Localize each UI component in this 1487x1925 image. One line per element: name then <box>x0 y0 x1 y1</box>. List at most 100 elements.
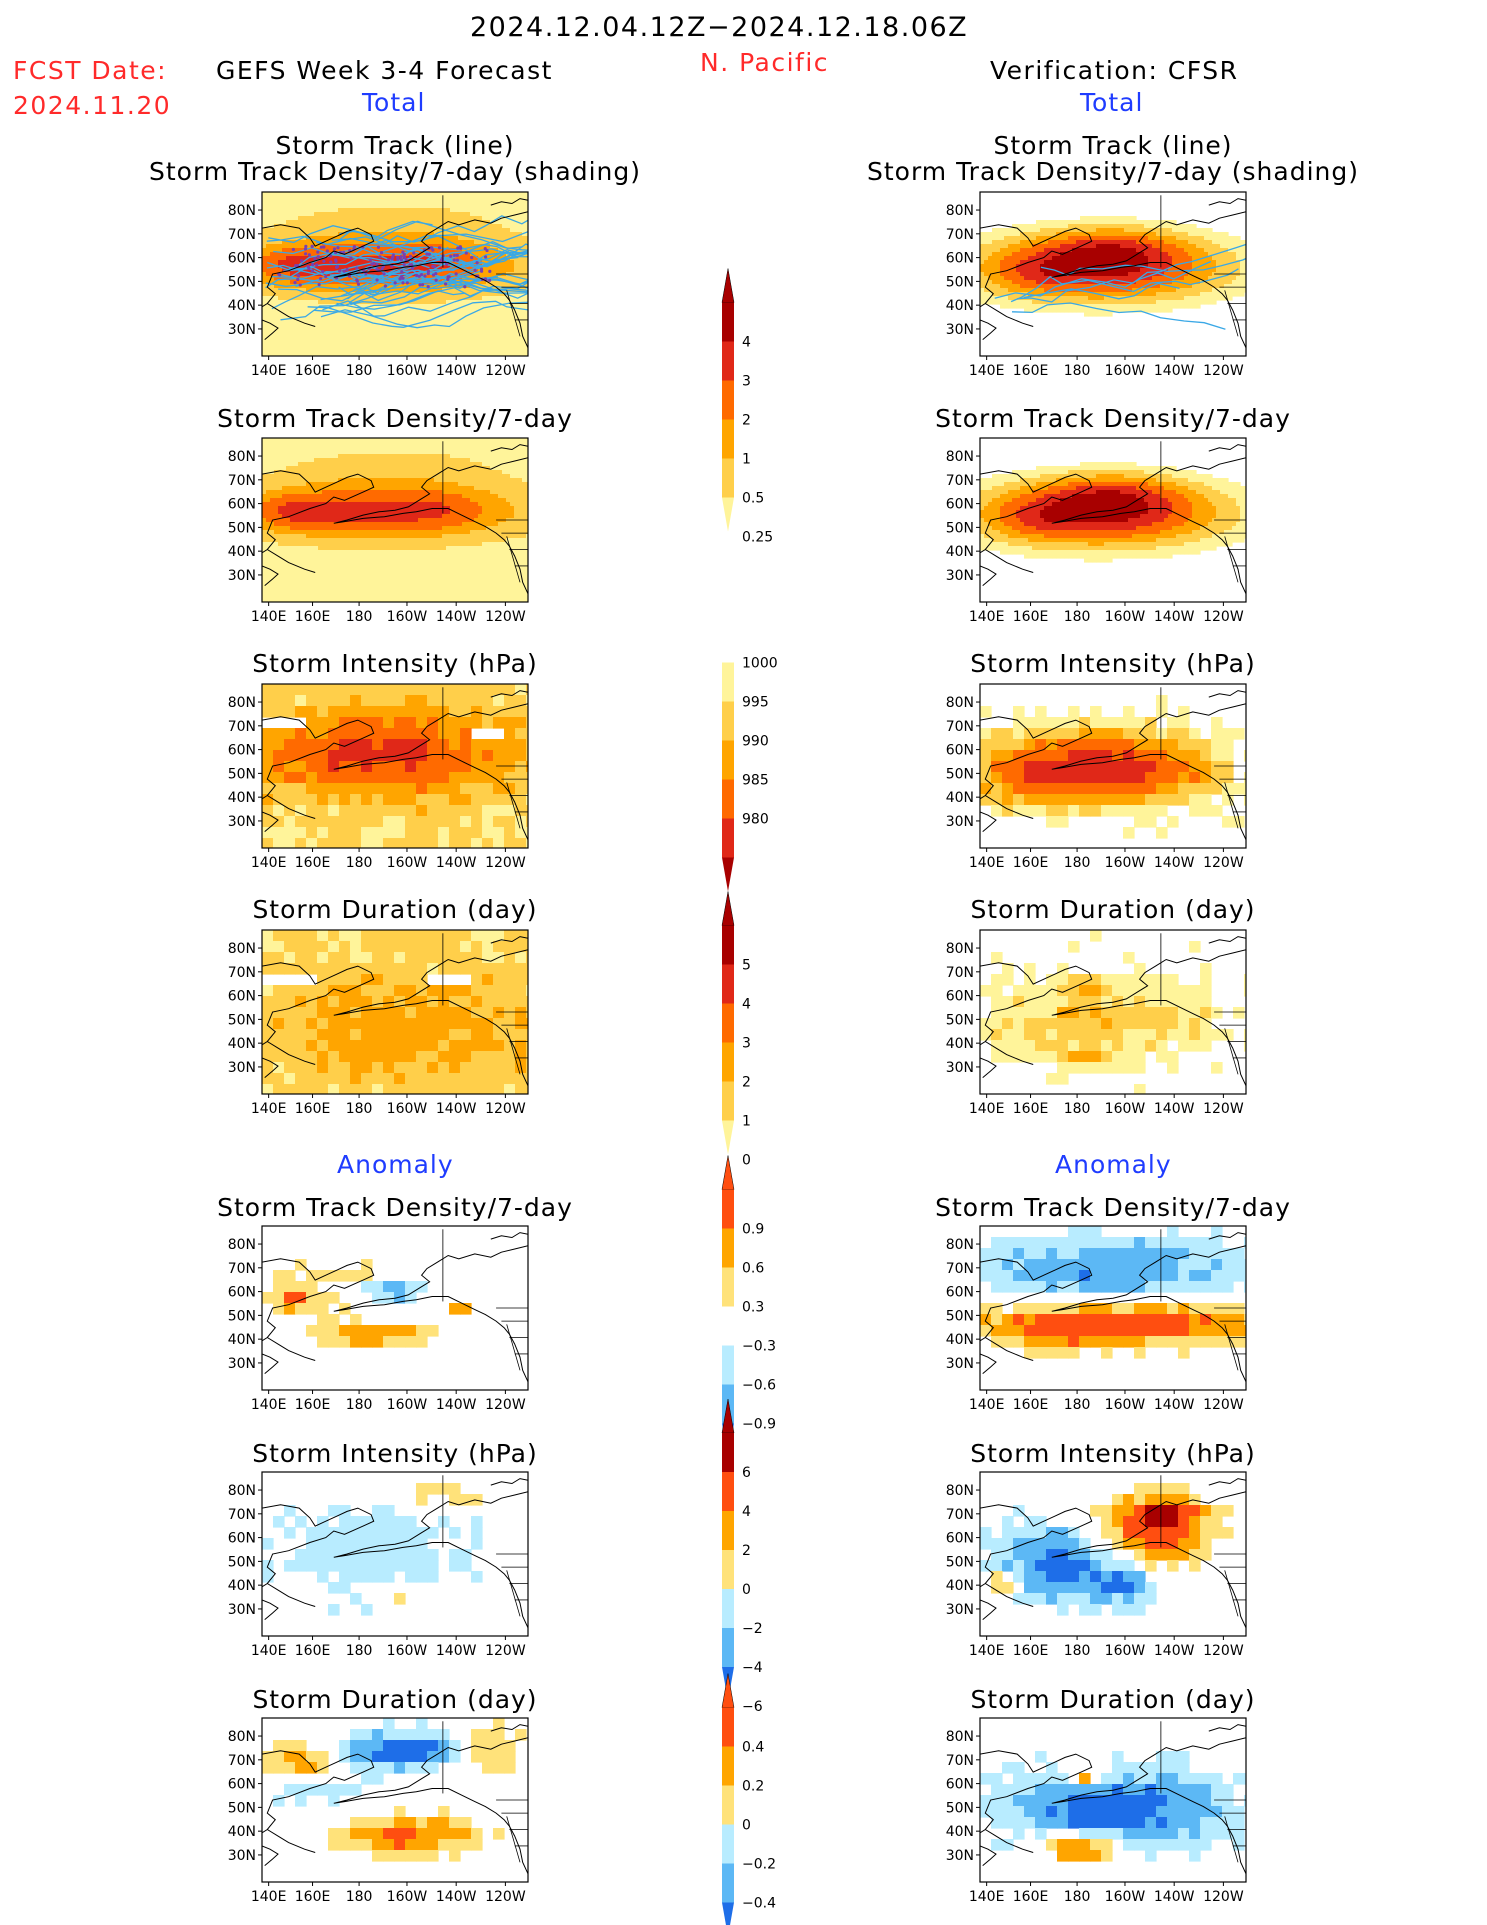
colorbar-label: 985 <box>742 773 769 789</box>
storm-center-dot <box>434 278 438 282</box>
x-tick-label: 160W <box>387 609 428 625</box>
y-tick-label: 40N <box>946 1824 974 1840</box>
y-tick-label: 30N <box>946 1848 974 1864</box>
y-tick-label: 80N <box>946 449 974 465</box>
coastline <box>490 936 528 944</box>
verification-duration-total-field <box>980 930 1246 1094</box>
panel-frame <box>261 683 529 849</box>
storm-center-dot <box>307 253 311 257</box>
colorbar-label: 0.2 <box>742 1779 764 1795</box>
storm-center-dot <box>463 285 467 289</box>
coastline <box>267 549 316 573</box>
x-tick-label: 120W <box>485 1101 526 1117</box>
y-tick-label: 50N <box>946 520 974 536</box>
colorbar-label: 4 <box>742 997 751 1013</box>
colorbar-segment <box>722 1433 734 1472</box>
colorbar-segment <box>722 1081 734 1121</box>
storm-center-dot <box>310 244 314 248</box>
colorbar-label: 5 <box>742 958 751 974</box>
x-tick-label: 160E <box>1013 1101 1049 1117</box>
panel-frame <box>261 437 529 603</box>
storm-center-dot <box>325 249 329 253</box>
x-tick-label: 140E <box>969 1643 1005 1659</box>
y-tick-label: 30N <box>946 322 974 338</box>
x-tick-label: 140E <box>969 855 1005 871</box>
y-tick-label: 30N <box>946 1060 974 1076</box>
x-tick-label: 140W <box>1154 855 1195 871</box>
coastline <box>1051 211 1246 349</box>
colorbar-segment <box>722 380 734 420</box>
verification-intensity-total-panel: 140E 160E 180 160W 140W 120W 80N 70N 60N 50N 40N 30… <box>946 683 1247 871</box>
y-tick-label: 70N <box>946 1261 974 1277</box>
verification-track-total-panel: 140E 160E 180 160W 140W 120W 80N 70N 60N 50N 40N 30… <box>946 191 1247 379</box>
colorbar-segment <box>722 1472 734 1511</box>
y-tick-label: 50N <box>228 274 256 290</box>
colorbar-label: 0.3 <box>742 1300 764 1316</box>
x-tick-label: 160W <box>1105 363 1146 379</box>
border-line <box>506 782 521 829</box>
storm-center-dot <box>393 281 397 285</box>
storm-center-dot <box>334 258 338 262</box>
coastline <box>980 1599 997 1620</box>
verification-track-total-field <box>980 195 1246 349</box>
storm-track-line <box>340 250 528 297</box>
y-tick-label: 70N <box>946 473 974 489</box>
verification-track-title: Storm Track (line) Storm Track Density/7… <box>866 131 1360 186</box>
x-tick-label: 160W <box>1105 1397 1146 1413</box>
colorbar-label: −0.9 <box>742 1417 776 1433</box>
x-tick-label: 140E <box>251 363 287 379</box>
y-tick-label: 60N <box>228 1285 256 1301</box>
fcst-date-value: 2024.11.20 <box>13 91 172 120</box>
x-tick-label: 140W <box>1154 1889 1195 1905</box>
y-tick-label: 80N <box>228 203 256 219</box>
colorbar-segment <box>722 1707 734 1747</box>
y-tick-label: 80N <box>946 1729 974 1745</box>
colorbar-segment <box>722 1003 734 1043</box>
storm-center-dot <box>452 258 456 262</box>
coastline <box>333 211 528 349</box>
storm-center-dot <box>425 252 429 256</box>
x-tick-label: 180 <box>1064 1889 1091 1905</box>
storm-center-dot <box>455 258 460 262</box>
y-tick-label: 60N <box>228 497 256 513</box>
x-tick-label: 140E <box>251 1889 287 1905</box>
storm-center-dot <box>291 247 295 252</box>
storm-track-line <box>1040 257 1246 276</box>
coastline <box>262 1057 279 1078</box>
border-line <box>1224 1324 1239 1371</box>
colorbar-label: −0.4 <box>742 1896 776 1912</box>
colorbar-segment <box>722 1589 734 1628</box>
y-tick-label: 40N <box>946 298 974 314</box>
x-tick-label: 180 <box>1064 1101 1091 1117</box>
colorbar-segment <box>722 1550 734 1589</box>
border-line <box>506 1816 521 1863</box>
x-tick-label: 180 <box>346 1643 373 1659</box>
x-tick-label: 160E <box>1013 855 1049 871</box>
y-tick-label: 80N <box>946 1237 974 1253</box>
verification-density-anomaly-panel: 140E 160E 180 160W 140W 120W 80N 70N 60N 50N 40N 30… <box>946 1225 1247 1413</box>
coastline <box>1208 198 1246 206</box>
colorbar-label: 0.4 <box>742 1740 764 1756</box>
coastline <box>985 549 1034 573</box>
y-tick-label: 80N <box>228 941 256 957</box>
x-tick-label: 120W <box>485 363 526 379</box>
storm-center-dot <box>396 255 400 259</box>
colorbar-label: 980 <box>742 812 769 828</box>
x-tick-label: 120W <box>485 1643 526 1659</box>
colorbar-segment <box>722 740 734 780</box>
storm-center-dot <box>446 277 450 281</box>
verification-density-total-panel: 140E 160E 180 160W 140W 120W 80N 70N 60N 50N 40N 30… <box>946 437 1247 625</box>
x-tick-label: 140W <box>436 855 477 871</box>
storm-center-dot <box>310 269 315 273</box>
forecast-density-anomaly-title: Storm Track Density/7-day <box>217 1193 573 1222</box>
coastline <box>1051 457 1246 595</box>
border-line <box>1224 536 1239 583</box>
coastline <box>980 716 1093 800</box>
y-tick-label: 40N <box>946 544 974 560</box>
forecast-duration-anomaly-title: Storm Duration (day) <box>252 1685 538 1714</box>
forecast-track-title: Storm Track (line) Storm Track Density/7… <box>148 131 642 186</box>
storm-center-dot <box>399 258 403 262</box>
forecast-intensity-total-panel: 140E 160E 180 160W 140W 120W 80N 70N 60N 50N 40N 30… <box>228 683 529 871</box>
y-tick-label: 80N <box>228 1237 256 1253</box>
